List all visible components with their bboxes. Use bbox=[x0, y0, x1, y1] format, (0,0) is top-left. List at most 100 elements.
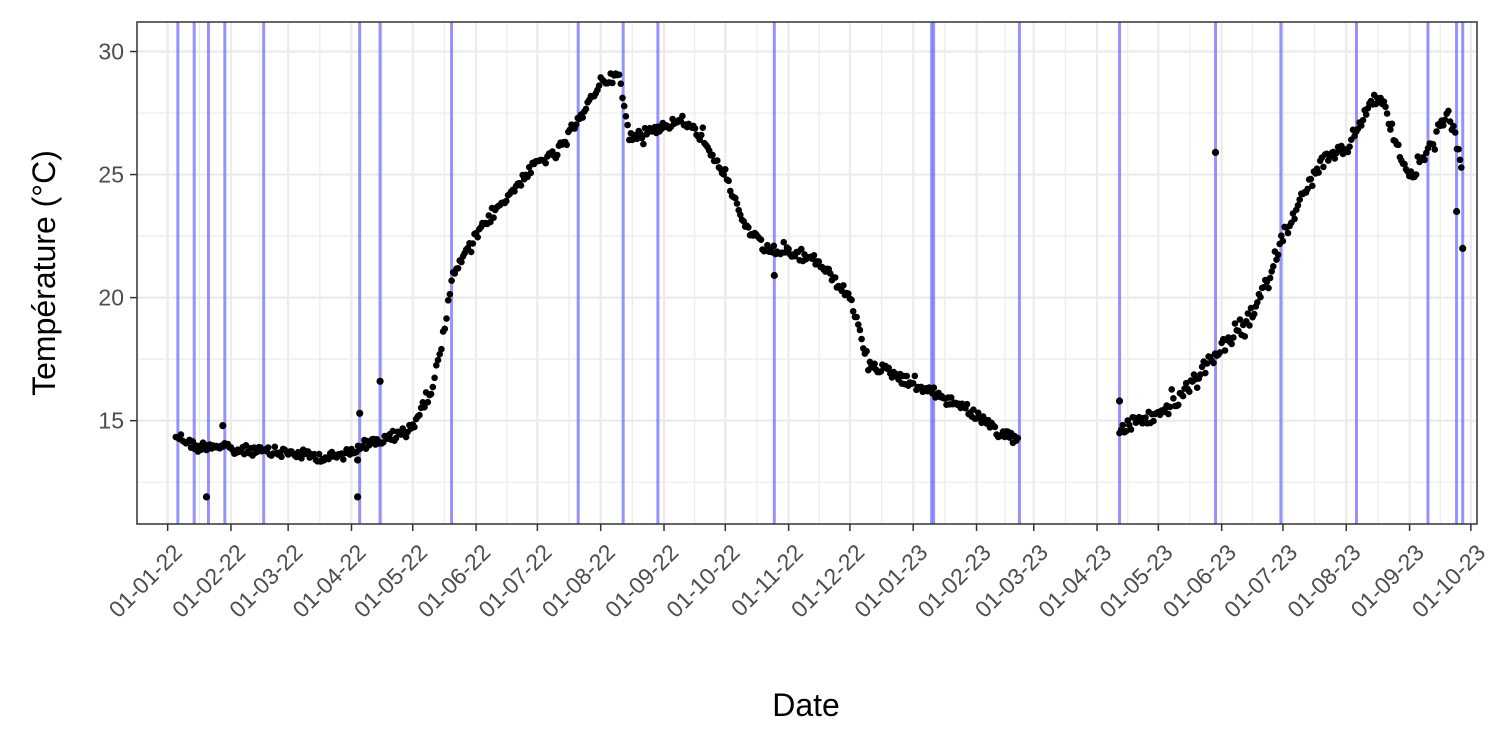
data-point bbox=[1294, 202, 1302, 209]
data-point bbox=[1320, 163, 1327, 171]
data-point bbox=[1266, 274, 1274, 282]
data-point bbox=[436, 350, 444, 358]
data-point bbox=[444, 297, 452, 304]
outlier-point bbox=[356, 409, 364, 417]
data-point bbox=[849, 308, 857, 315]
data-point bbox=[1451, 129, 1459, 136]
data-point bbox=[1193, 384, 1201, 392]
data-point bbox=[691, 125, 699, 132]
outlier-point bbox=[1453, 207, 1461, 216]
x-axis-title: Date bbox=[772, 687, 840, 723]
data-point bbox=[831, 274, 839, 281]
data-point bbox=[421, 403, 428, 411]
data-point bbox=[340, 456, 347, 463]
data-point bbox=[720, 171, 727, 178]
data-point bbox=[433, 362, 440, 369]
data-point bbox=[1231, 320, 1239, 327]
data-point bbox=[563, 141, 570, 149]
data-point bbox=[1291, 215, 1298, 223]
data-point bbox=[911, 372, 919, 380]
data-point bbox=[991, 423, 999, 431]
data-point bbox=[427, 390, 435, 398]
data-point bbox=[1284, 229, 1292, 237]
data-point bbox=[1307, 175, 1315, 183]
data-point bbox=[1246, 322, 1253, 329]
data-point bbox=[624, 121, 631, 129]
data-point bbox=[1265, 284, 1272, 292]
data-point bbox=[311, 450, 318, 458]
y-axis: 15 20 25 30 bbox=[98, 39, 137, 434]
data-point bbox=[1359, 116, 1367, 124]
data-point bbox=[1257, 293, 1264, 301]
data-point bbox=[1445, 107, 1452, 115]
data-point bbox=[903, 372, 910, 380]
data-point bbox=[579, 114, 586, 121]
y-tick-label: 15 bbox=[98, 408, 124, 434]
data-point bbox=[1309, 182, 1316, 190]
data-point bbox=[1230, 334, 1237, 341]
y-tick-label: 30 bbox=[98, 39, 124, 65]
data-point bbox=[411, 423, 418, 431]
y-tick-label: 20 bbox=[98, 285, 124, 311]
data-point bbox=[1139, 420, 1146, 427]
data-point bbox=[1241, 333, 1249, 340]
data-point bbox=[1331, 155, 1339, 162]
data-point bbox=[1455, 145, 1462, 153]
data-point bbox=[1382, 103, 1389, 111]
data-point bbox=[1179, 392, 1187, 400]
data-point bbox=[617, 80, 625, 87]
data-point bbox=[871, 360, 878, 368]
data-point bbox=[699, 124, 707, 131]
data-point bbox=[1358, 122, 1365, 129]
data-point bbox=[1362, 111, 1370, 118]
data-point bbox=[1421, 156, 1428, 164]
data-point bbox=[679, 112, 686, 120]
data-point bbox=[798, 245, 805, 253]
data-point bbox=[1170, 395, 1177, 402]
data-point bbox=[1440, 122, 1447, 129]
outlier-point bbox=[770, 271, 778, 280]
data-point bbox=[970, 406, 977, 414]
data-point bbox=[1166, 403, 1174, 411]
data-point bbox=[764, 241, 771, 249]
data-point bbox=[1274, 251, 1282, 259]
data-point bbox=[848, 296, 855, 304]
data-point bbox=[1387, 126, 1394, 133]
data-point bbox=[517, 182, 525, 189]
data-point bbox=[963, 400, 971, 408]
data-point bbox=[325, 455, 332, 463]
data-point bbox=[615, 71, 623, 78]
data-point bbox=[1210, 359, 1217, 367]
data-point bbox=[389, 427, 397, 435]
data-point bbox=[441, 325, 449, 333]
data-point bbox=[416, 411, 423, 419]
data-point bbox=[620, 102, 628, 110]
data-point bbox=[264, 444, 272, 451]
data-point bbox=[315, 450, 323, 458]
data-point bbox=[177, 431, 185, 438]
data-point bbox=[443, 315, 450, 322]
data-point bbox=[458, 258, 465, 266]
data-point bbox=[1304, 185, 1311, 193]
y-axis-title: Température (°C) bbox=[26, 150, 62, 396]
data-point bbox=[1407, 168, 1415, 175]
data-point bbox=[885, 364, 892, 372]
data-point bbox=[1456, 156, 1464, 164]
data-point bbox=[714, 157, 721, 164]
data-point bbox=[1296, 196, 1303, 203]
data-point bbox=[434, 356, 442, 364]
data-point bbox=[840, 282, 847, 289]
outlier-point bbox=[219, 422, 227, 430]
data-point bbox=[1221, 347, 1229, 354]
data-point bbox=[1315, 169, 1322, 176]
data-point bbox=[278, 453, 285, 461]
data-point bbox=[947, 394, 955, 401]
data-point bbox=[1014, 434, 1022, 442]
data-point bbox=[242, 442, 250, 449]
data-point bbox=[622, 113, 630, 120]
data-point bbox=[785, 245, 792, 253]
data-point bbox=[454, 265, 462, 272]
data-point bbox=[732, 194, 739, 202]
